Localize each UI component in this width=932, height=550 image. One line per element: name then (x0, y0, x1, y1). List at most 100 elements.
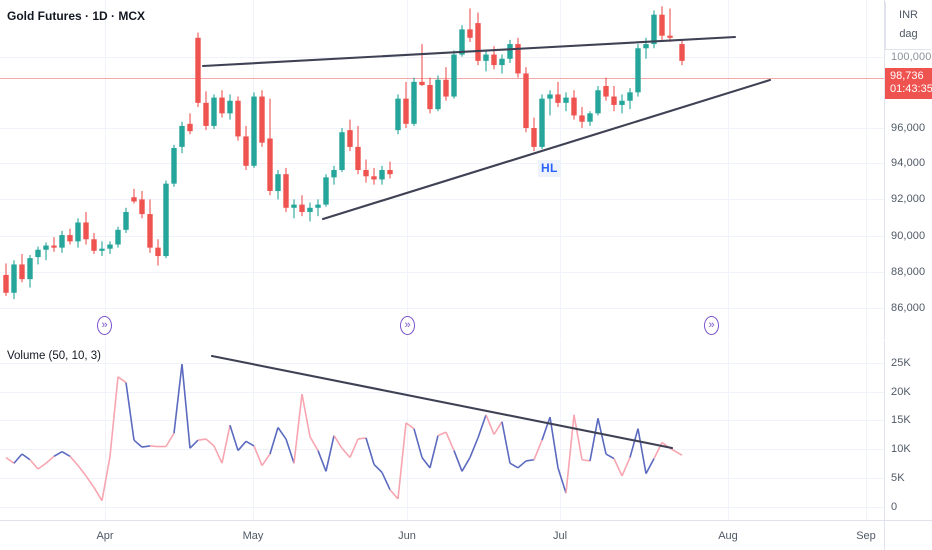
volume-series[interactable] (5, 364, 683, 502)
time-axis[interactable]: Apr May Jun Jul Aug Sep (0, 520, 884, 550)
pattern-label-hl[interactable]: HL (538, 160, 561, 177)
volume-line-segment (549, 417, 559, 468)
time-axis-tick: Apr (96, 530, 114, 542)
candle-body (571, 97, 577, 116)
volume-line-segment (141, 445, 151, 448)
candle-body (83, 222, 89, 240)
candle-body (19, 264, 25, 280)
candle-body (27, 258, 33, 280)
page-title: Gold Futures · 1D · MCX (7, 9, 145, 23)
candle-body (315, 204, 321, 208)
time-axis-tick: Aug (718, 530, 738, 542)
volume-line-segment (229, 424, 239, 451)
candle-body (219, 97, 225, 114)
event-marker-icon[interactable]: » (400, 316, 415, 335)
volume-line-segment (669, 447, 683, 456)
trendline-resistance-upper[interactable] (201, 35, 737, 68)
candlestick-series[interactable] (3, 6, 685, 300)
candle-body (579, 115, 585, 122)
currency-label: INR (899, 9, 918, 21)
candle-body (595, 90, 601, 114)
volume-line-segment (397, 422, 407, 500)
candle-body (355, 146, 361, 170)
volume-line-segment (445, 431, 455, 451)
volume-line-segment (589, 418, 599, 462)
volume-line-segment (301, 393, 311, 437)
volume-line-segment (189, 439, 199, 449)
candle-body (627, 92, 633, 101)
volume-line-segment (541, 416, 551, 441)
volume-line-segment (605, 453, 615, 460)
candle-body (667, 35, 673, 38)
volume-axis[interactable]: 25K 20K 15K 10K 5K 0 (884, 341, 932, 520)
candle-body (387, 170, 393, 175)
volume-line-segment (613, 458, 623, 477)
volume-line-segment (373, 463, 383, 474)
candle-body (243, 136, 249, 166)
volume-line-segment (165, 432, 175, 447)
candle-body (523, 73, 529, 129)
volume-line-segment (349, 438, 359, 458)
price-axis[interactable]: 100,000 96,000 94,000 92,000 90,000 88,000 86,… (884, 0, 932, 340)
volume-line-segment (149, 445, 159, 448)
trendline-volume-downtrend[interactable] (210, 354, 674, 450)
volume-chart-canvas[interactable] (0, 341, 884, 520)
time-axis-tick: Sep (856, 530, 876, 542)
volume-line-segment (285, 438, 295, 464)
candle-body (179, 125, 185, 147)
volume-axis-tick: 0 (891, 501, 898, 513)
candle-body (531, 128, 537, 147)
candle-body (587, 113, 593, 122)
price-pane[interactable] (0, 0, 884, 340)
candle-body (467, 29, 473, 38)
volume-line-segment (333, 435, 343, 449)
candle-body (147, 214, 153, 248)
candle-body (251, 96, 257, 166)
volume-line-segment (109, 376, 119, 457)
volume-line-segment (469, 437, 479, 458)
volume-line-segment (573, 414, 583, 460)
candle-body (611, 96, 617, 105)
trendline-support-lower[interactable] (321, 78, 772, 221)
unit-legend: INR dag (885, 2, 931, 50)
volume-line-segment (517, 460, 527, 469)
volume-line-segment (461, 457, 471, 472)
volume-indicator-title[interactable]: Volume (50, 10, 3) (7, 350, 101, 362)
event-marker-icon[interactable]: » (704, 316, 719, 335)
candle-body (211, 97, 217, 126)
candle-body (67, 235, 73, 242)
volume-line-segment (69, 455, 79, 467)
volume-line-segment (453, 450, 463, 472)
volume-pane[interactable] (0, 341, 884, 520)
price-axis-tick: 94,000 (891, 157, 926, 169)
event-marker-icon[interactable]: » (97, 316, 112, 335)
volume-line-segment (13, 453, 23, 464)
price-chart-canvas[interactable] (0, 0, 884, 340)
volume-line-segment (213, 445, 223, 464)
price-axis-tick: 96,000 (891, 122, 926, 134)
candle-body (435, 79, 441, 110)
volume-line-segment (645, 458, 655, 474)
candle-body (283, 174, 289, 208)
price-axis-tick: 88,000 (891, 266, 926, 278)
volume-line-segment (429, 435, 439, 469)
time-axis-tick: Jun (398, 530, 416, 542)
candle-body (475, 23, 481, 61)
volume-axis-tick: 20K (891, 386, 911, 398)
candle-body (395, 98, 401, 131)
candle-body (619, 100, 625, 105)
volume-line-segment (493, 421, 503, 435)
candle-body (59, 235, 65, 248)
volume-axis-tick: 10K (891, 443, 911, 455)
volume-line-segment (133, 439, 143, 448)
current-price-tag[interactable]: 98,736 01:43:35 (885, 68, 932, 99)
volume-line-segment (21, 453, 31, 461)
candle-body (195, 37, 201, 103)
volume-line-segment (125, 382, 135, 441)
candle-body (187, 123, 193, 132)
price-axis-tick: 92,000 (891, 193, 926, 205)
axis-corner (884, 520, 932, 550)
volume-line-segment (533, 439, 543, 461)
price-axis-tick: 86,000 (891, 302, 926, 314)
